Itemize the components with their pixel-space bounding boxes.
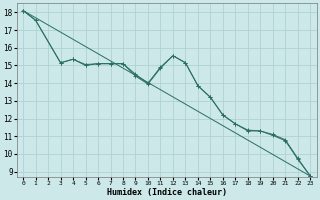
X-axis label: Humidex (Indice chaleur): Humidex (Indice chaleur) — [107, 188, 227, 197]
